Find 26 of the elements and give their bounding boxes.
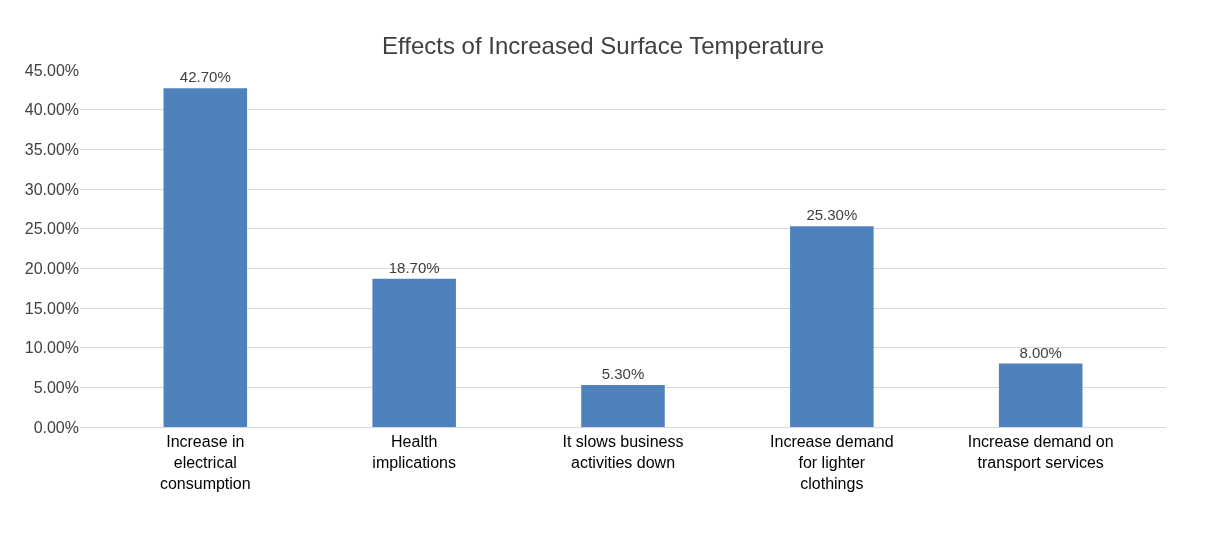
bar	[163, 88, 248, 427]
y-tick-label: 40.00%	[24, 101, 79, 119]
data-label: 5.30%	[601, 364, 645, 382]
data-label: 8.00%	[1019, 343, 1062, 361]
y-tick-label: 30.00%	[24, 180, 79, 198]
chart-title: Effects of Increased Surface Temperature	[381, 32, 825, 60]
data-label: 42.70%	[179, 68, 231, 86]
bar	[998, 363, 1083, 427]
y-tick-label: 15.00%	[24, 299, 79, 317]
y-tick-label: 0.00%	[33, 418, 79, 436]
x-tick-label: Increase demand on transport services	[967, 433, 1114, 471]
bar	[790, 226, 874, 427]
bar	[581, 384, 665, 427]
y-tick-label: 10.00%	[24, 339, 79, 357]
data-label: 18.70%	[388, 258, 440, 276]
y-tick-label: 35.00%	[24, 140, 79, 158]
x-tick-label: Increase demand for lighter clothings	[770, 433, 894, 492]
x-tick-label: Increase in electrical consumption	[159, 433, 251, 492]
y-tick-label: 20.00%	[24, 259, 79, 277]
data-label: 25.30%	[806, 206, 858, 224]
y-tick-label: 5.00%	[33, 378, 79, 396]
y-tick-label: 45.00%	[24, 61, 79, 79]
bar	[372, 278, 456, 427]
y-tick-label: 25.00%	[24, 220, 79, 238]
x-tick-label: It slows business activities down	[562, 433, 684, 471]
x-tick-label: Health implications	[372, 433, 456, 471]
